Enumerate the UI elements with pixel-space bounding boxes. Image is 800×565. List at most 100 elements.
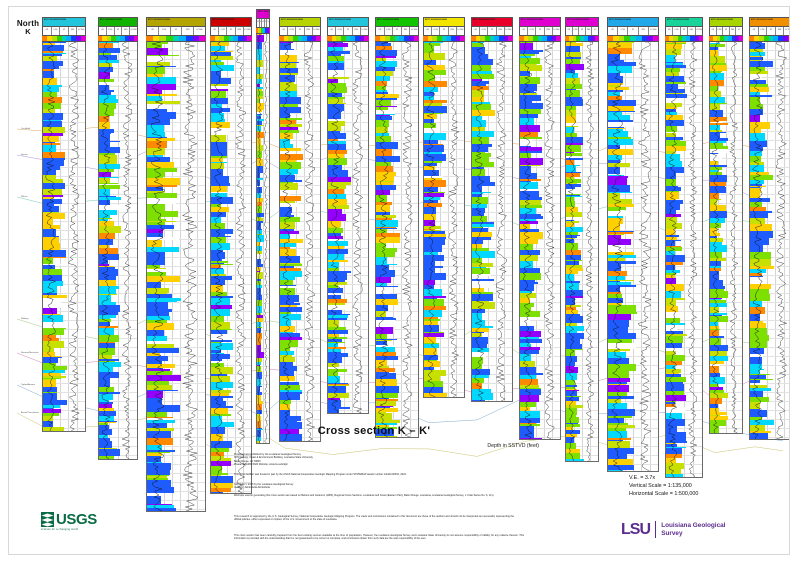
track-gridline-horizontal [376, 68, 418, 69]
well-column-3[interactable]: API 17-000-00000 W-000000 Operator / Leas… [146, 17, 207, 512]
track-gridline-horizontal [211, 257, 251, 258]
log-curve-overlay [211, 42, 251, 493]
well-operator-label: Operator / Lease Name [44, 20, 61, 22]
track-gridline-horizontal [376, 104, 418, 105]
track-gridline-horizontal [608, 185, 658, 186]
well-column-1[interactable]: API 17-000-00000 W-000000 Operator / Leas… [42, 17, 87, 432]
well-column-16[interactable]: API 17-000-00000 W-000000 Operator / Leas… [749, 17, 789, 440]
track-gridline-horizontal [520, 176, 560, 177]
well-log-track-16[interactable] [749, 42, 789, 440]
well-header-cell: RES [402, 27, 411, 35]
track-gridline-horizontal [608, 239, 658, 240]
track-gridline-vertical [718, 42, 719, 433]
track-gridline-horizontal [376, 437, 418, 438]
track-gridline-horizontal [280, 131, 320, 132]
well-column-15[interactable]: API 17-000-00000 W-000000 Operator / Leas… [709, 17, 744, 434]
track-gridline-horizontal [99, 131, 137, 132]
well-log-track-9[interactable] [423, 42, 465, 398]
well-column-4[interactable]: API 17-000-00000 W-000000 Operator / Leas… [210, 17, 253, 494]
well-log-track-5[interactable] [256, 34, 270, 444]
track-gridline-horizontal [566, 428, 598, 429]
log-curve-overlay [608, 42, 658, 471]
track-gridline-horizontal [666, 212, 702, 213]
track-gridline-horizontal [328, 293, 368, 294]
well-column-13[interactable]: API 17-000-00000 W-000000 Operator / Leas… [607, 17, 660, 472]
track-gridline-horizontal [328, 185, 368, 186]
track-gridline-horizontal [424, 392, 464, 393]
track-gridline-horizontal [520, 428, 560, 429]
track-gridline-horizontal [211, 77, 251, 78]
track-gridline-horizontal [608, 149, 658, 150]
well-log-track-7[interactable] [327, 42, 369, 414]
track-gridline-horizontal [520, 185, 560, 186]
track-gridline-horizontal [472, 50, 512, 51]
track-gridline-horizontal [43, 194, 85, 195]
well-log-track-4[interactable] [210, 42, 252, 494]
well-column-7[interactable]: API 17-000-00000 W-000000 Operator / Leas… [327, 17, 370, 414]
track-gridline-horizontal [328, 140, 368, 141]
well-log-track-6[interactable] [279, 42, 321, 442]
vertical-exaggeration-value: V.E. = 3.7x [629, 475, 656, 481]
well-column-8[interactable]: API 17-000-00000 W-000000 Operator / Leas… [375, 17, 420, 438]
well-header-cell: 0.2 2000 [594, 30, 597, 31]
track-gridline-horizontal [472, 392, 512, 393]
well-log-track-1[interactable] [42, 42, 86, 432]
well-column-11[interactable]: API 17-000-00000 W-000000 Operator / Leas… [519, 17, 562, 440]
well-header-cell: 0.2 2000 [130, 30, 137, 31]
track-gridline-horizontal [99, 266, 137, 267]
track-gridline-horizontal [472, 212, 512, 213]
well-header-cell: SP [767, 27, 776, 35]
well-log-track-12[interactable] [565, 42, 599, 462]
well-log-track-2[interactable] [98, 42, 138, 460]
track-gridline-horizontal [666, 239, 702, 240]
track-gridline-horizontal [257, 42, 269, 43]
track-gridline-horizontal [376, 347, 418, 348]
track-gridline-horizontal [328, 68, 368, 69]
track-gridline-horizontal [608, 302, 658, 303]
track-gridline-horizontal [666, 446, 702, 447]
well-api-label: API 17-000-00000 W-000000 [329, 18, 352, 21]
well-log-track-13[interactable] [607, 42, 659, 472]
track-gridline-horizontal [43, 275, 85, 276]
well-column-2[interactable]: API 17-000-00000 W-000000 Operator / Leas… [98, 17, 138, 460]
track-gridline-horizontal [43, 230, 85, 231]
track-gridline-horizontal [424, 257, 464, 258]
well-column-9[interactable]: API 17-000-00000 W-000000 Operator / Leas… [423, 17, 466, 398]
track-gridline-horizontal [43, 95, 85, 96]
well-column-6[interactable]: API 17-000-00000 W-000000 Operator / Leas… [279, 17, 322, 442]
well-header-cell: GR [472, 27, 481, 35]
north-section-tag: K [25, 27, 31, 37]
address-line-1: 3079 Energy, Coast & Environment Buildin… [234, 456, 313, 460]
track-gridline-horizontal [608, 131, 658, 132]
page-title: Cross section K – K' [317, 425, 431, 437]
track-gridline-horizontal [666, 284, 702, 285]
track-gridline-horizontal [280, 122, 320, 123]
track-gridline-horizontal [376, 140, 418, 141]
track-gridline-horizontal [147, 437, 205, 438]
well-column-12[interactable]: API 17-000-00000 W-000000 Operator / Leas… [565, 17, 600, 462]
well-header-cell: GR [566, 27, 573, 35]
well-column-10[interactable]: API 17-000-00000 W-000000 Operator / Leas… [471, 17, 514, 402]
track-gridline-horizontal [520, 221, 560, 222]
track-gridline-horizontal [211, 473, 251, 474]
well-log-track-14[interactable] [665, 42, 703, 478]
well-log-track-11[interactable] [519, 42, 561, 440]
well-log-track-8[interactable] [375, 42, 419, 438]
track-gridline-horizontal [750, 383, 789, 384]
well-log-track-3[interactable] [146, 42, 206, 512]
well-log-track-10[interactable] [471, 42, 513, 402]
track-gridline-horizontal [211, 131, 251, 132]
lithology-color-scale [375, 36, 420, 42]
well-log-track-15[interactable] [709, 42, 743, 434]
track-gridline-horizontal [211, 113, 251, 114]
track-gridline-vertical [243, 42, 244, 493]
well-column-14[interactable]: API 17-000-00000 W-000000 Operator / Leas… [665, 17, 703, 478]
track-gridline-horizontal [750, 167, 789, 168]
track-gridline-horizontal [328, 149, 368, 150]
track-gridline-vertical [188, 42, 190, 511]
lithology-color-scale [98, 36, 138, 42]
